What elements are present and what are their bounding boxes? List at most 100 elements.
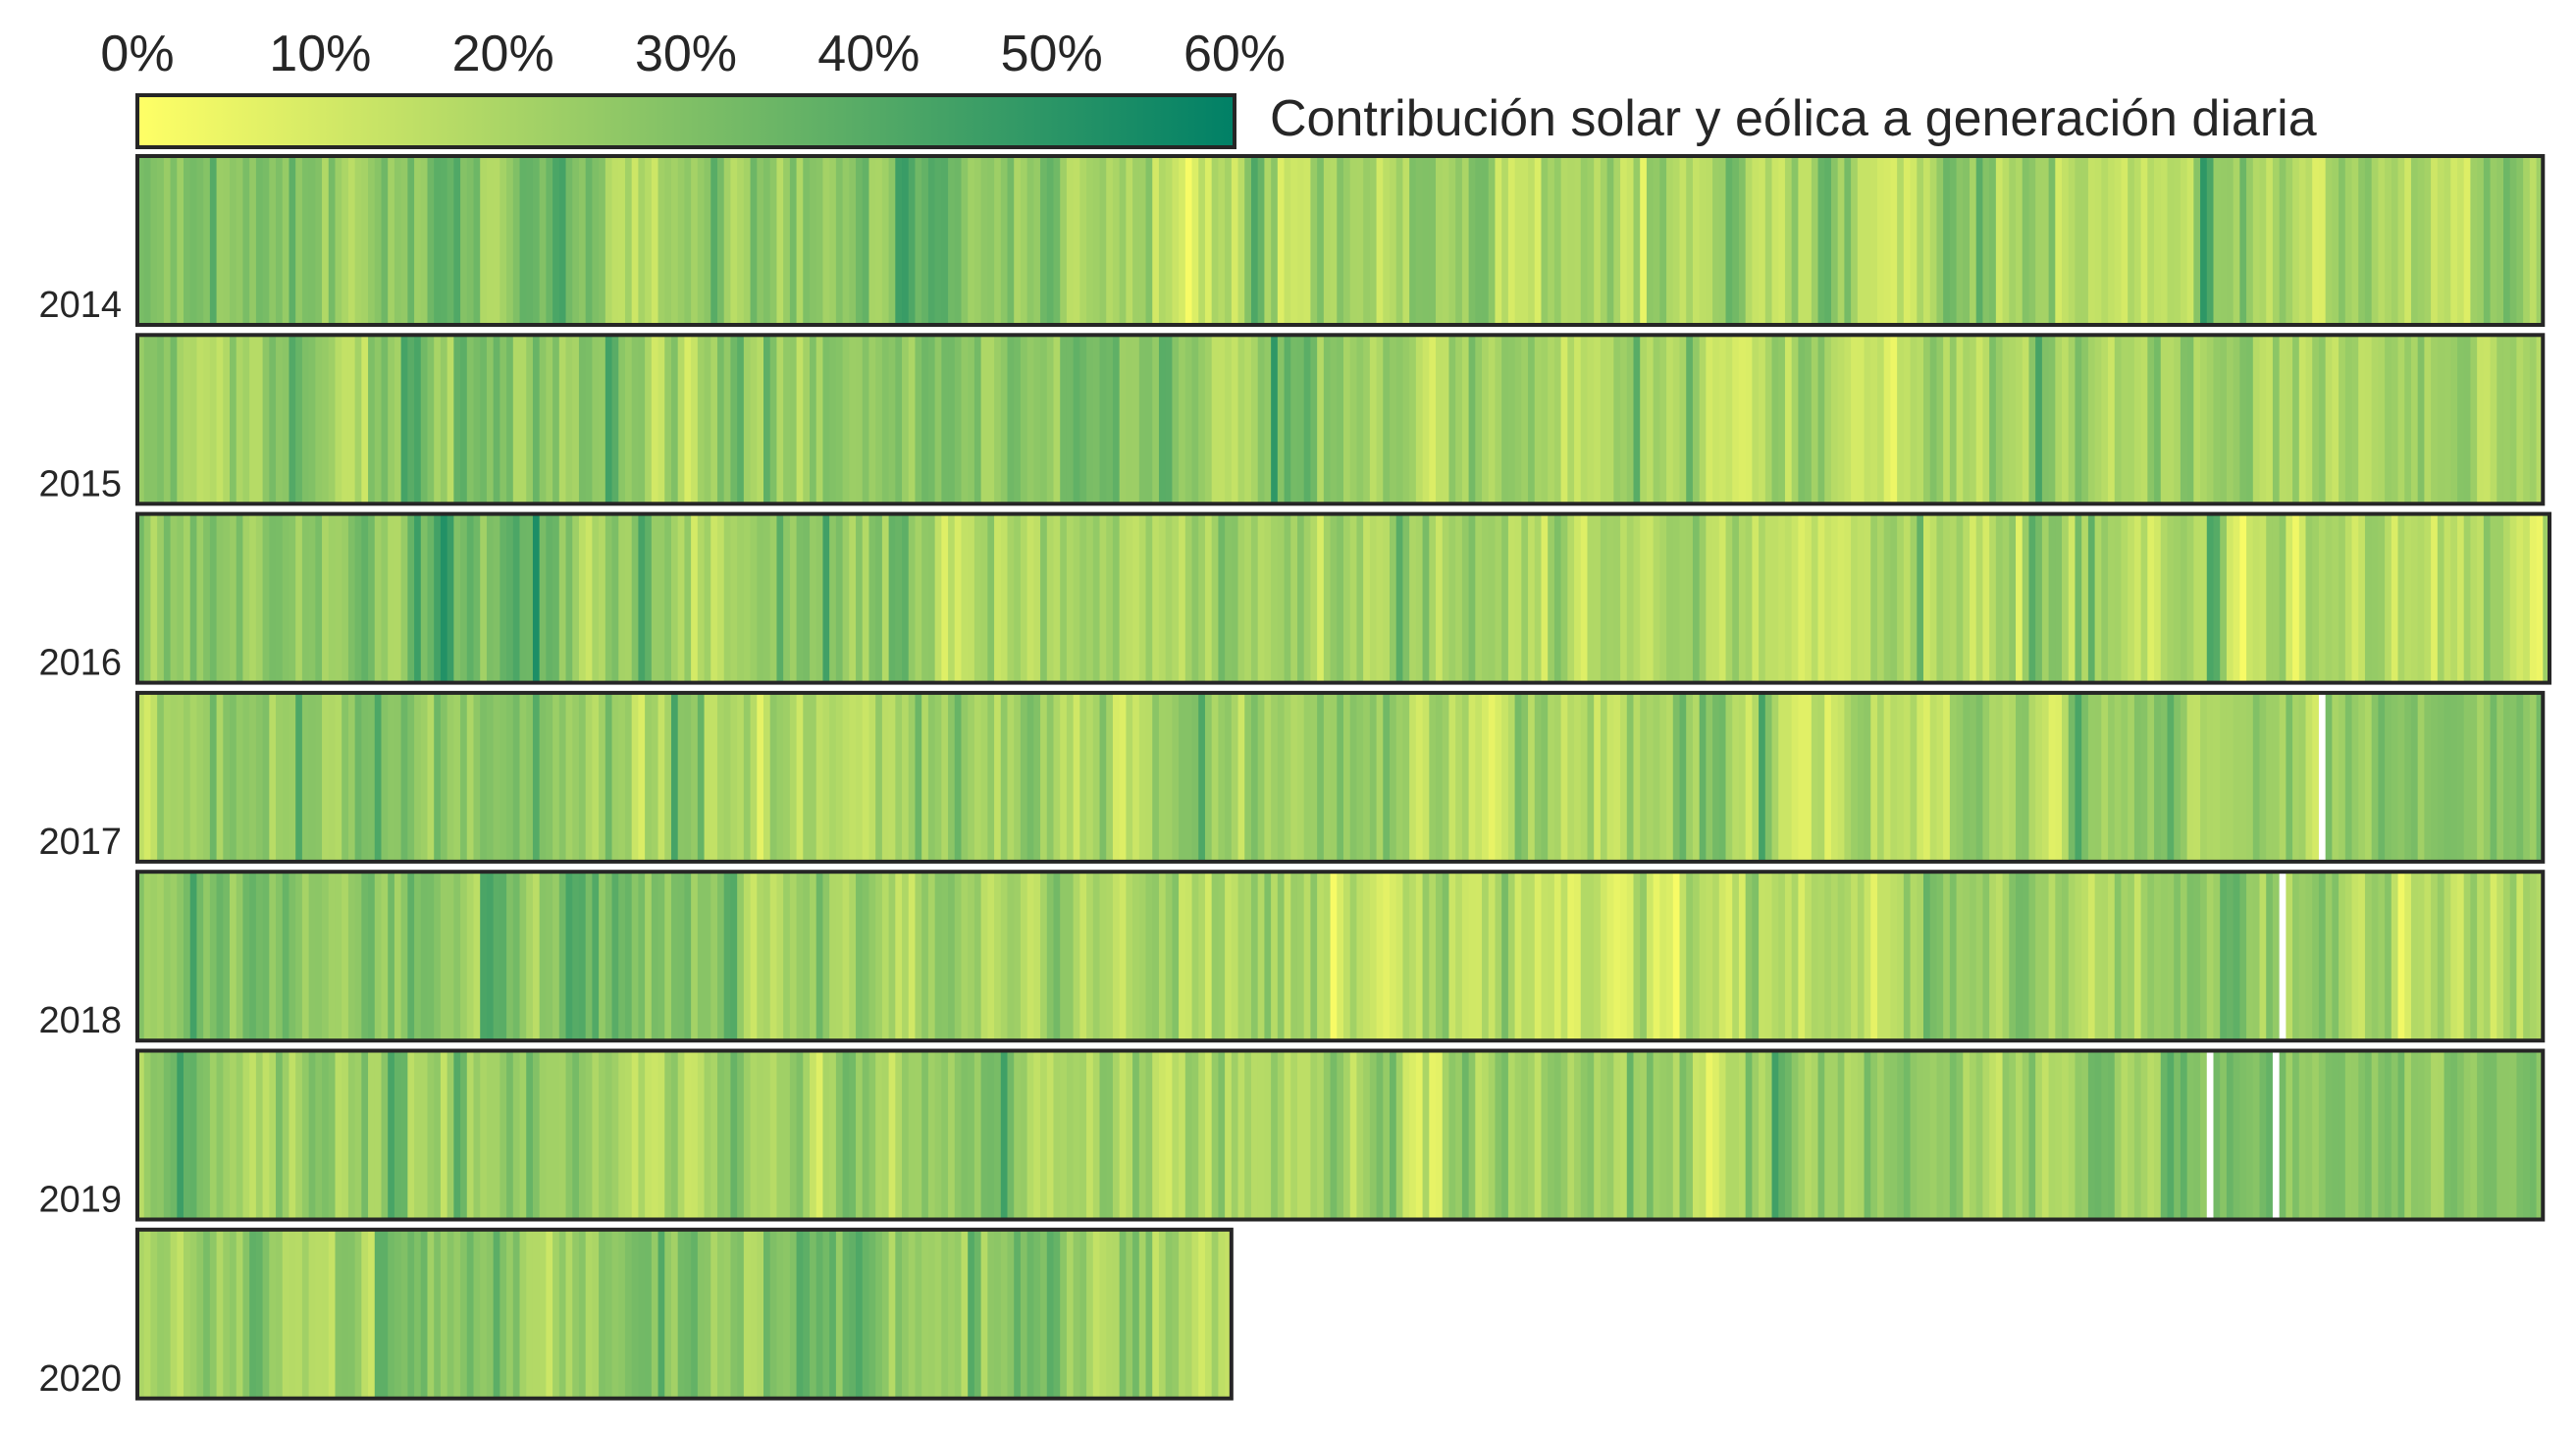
day-cell	[1811, 692, 1819, 862]
day-cell	[1534, 513, 1543, 683]
day-cell	[427, 1050, 435, 1220]
day-cell	[552, 513, 560, 683]
day-cell	[1989, 692, 1997, 862]
day-cell	[1778, 692, 1786, 862]
day-cell	[1343, 692, 1351, 862]
day-cell	[1218, 1229, 1226, 1399]
day-cell	[1138, 156, 1147, 325]
day-cell	[1014, 872, 1022, 1041]
day-cell	[1060, 872, 1068, 1041]
day-cell	[1580, 872, 1589, 1041]
day-cell	[973, 1050, 982, 1220]
day-cell	[1296, 156, 1305, 325]
day-cell	[881, 872, 890, 1041]
day-cell	[934, 156, 942, 325]
day-cell	[1600, 692, 1608, 862]
day-cell	[2068, 1050, 2077, 1220]
day-cell	[2325, 513, 2333, 683]
day-cell	[1587, 692, 1595, 862]
day-cell	[2344, 1050, 2353, 1220]
day-cell	[789, 1050, 798, 1220]
colorbar-tick-label: 0%	[100, 26, 174, 82]
day-cell	[810, 335, 817, 504]
day-cell	[631, 1050, 640, 1220]
day-cell	[565, 1229, 573, 1399]
day-cell	[1903, 692, 1912, 862]
day-cell	[829, 1050, 837, 1220]
day-cell	[1271, 1050, 1279, 1220]
day-cell	[710, 692, 718, 862]
day-cell	[2358, 872, 2366, 1041]
day-cell	[2160, 156, 2169, 325]
day-cell	[486, 1050, 495, 1220]
day-cell	[189, 156, 198, 325]
day-cell	[137, 335, 145, 504]
day-cell	[664, 1050, 672, 1220]
day-cell	[2497, 513, 2504, 683]
day-cell	[927, 513, 936, 683]
day-cell	[1356, 335, 1364, 504]
day-cell	[1798, 1050, 1806, 1220]
day-cell	[980, 335, 988, 504]
day-cell	[723, 156, 732, 325]
day-cell	[2028, 335, 2036, 504]
day-cell	[368, 692, 376, 862]
day-cell	[1672, 872, 1681, 1041]
day-cell	[216, 1229, 224, 1399]
day-cell	[499, 1050, 507, 1220]
day-cell	[783, 513, 791, 683]
day-cell	[1415, 156, 1424, 325]
day-cell	[209, 335, 218, 504]
day-cell	[276, 872, 284, 1041]
day-cell	[1653, 513, 1660, 683]
day-cell	[1250, 335, 1259, 504]
day-cell	[1851, 1050, 1859, 1220]
day-cell	[1917, 872, 1924, 1041]
day-cell	[1106, 872, 1114, 1041]
day-cell	[2002, 872, 2010, 1041]
day-cell	[1046, 1050, 1055, 1220]
day-cell	[2028, 872, 2036, 1041]
day-cell	[1745, 513, 1753, 683]
day-cell	[691, 335, 699, 504]
day-cell	[2186, 1050, 2194, 1220]
day-cell	[2002, 335, 2010, 504]
day-cell	[875, 335, 883, 504]
day-cell	[2186, 156, 2194, 325]
day-cell	[289, 513, 296, 683]
day-cell	[163, 335, 172, 504]
day-cell	[1606, 335, 1614, 504]
day-cell	[2068, 872, 2077, 1041]
day-cell	[1337, 1050, 1344, 1220]
day-cell	[315, 1050, 323, 1220]
day-cell	[664, 156, 672, 325]
day-cell	[1158, 692, 1167, 862]
day-cell	[2094, 1050, 2102, 1220]
day-cell	[1686, 513, 1694, 683]
day-cell	[1145, 1050, 1153, 1220]
day-cell	[730, 872, 738, 1041]
day-cell	[295, 1050, 303, 1220]
day-cell	[1594, 1050, 1602, 1220]
day-cell	[902, 1229, 910, 1399]
day-cell	[2041, 872, 2050, 1041]
day-cell	[2233, 692, 2240, 862]
day-cell	[1310, 335, 1318, 504]
day-cell	[1119, 513, 1127, 683]
day-cell	[2220, 872, 2228, 1041]
day-cell	[1349, 1050, 1358, 1220]
day-cell	[2226, 1050, 2234, 1220]
day-cell	[1521, 1050, 1529, 1220]
day-cell	[1145, 335, 1153, 504]
day-cell	[1870, 692, 1878, 862]
day-cell	[368, 872, 376, 1041]
day-cell	[1145, 872, 1153, 1041]
day-cell	[2213, 156, 2221, 325]
day-cell	[440, 1229, 448, 1399]
day-cell	[177, 1050, 184, 1220]
day-cell	[994, 335, 1002, 504]
day-cell	[1910, 1050, 1918, 1220]
day-cell	[776, 692, 784, 862]
day-cell	[480, 513, 488, 683]
day-cell	[2312, 513, 2320, 683]
